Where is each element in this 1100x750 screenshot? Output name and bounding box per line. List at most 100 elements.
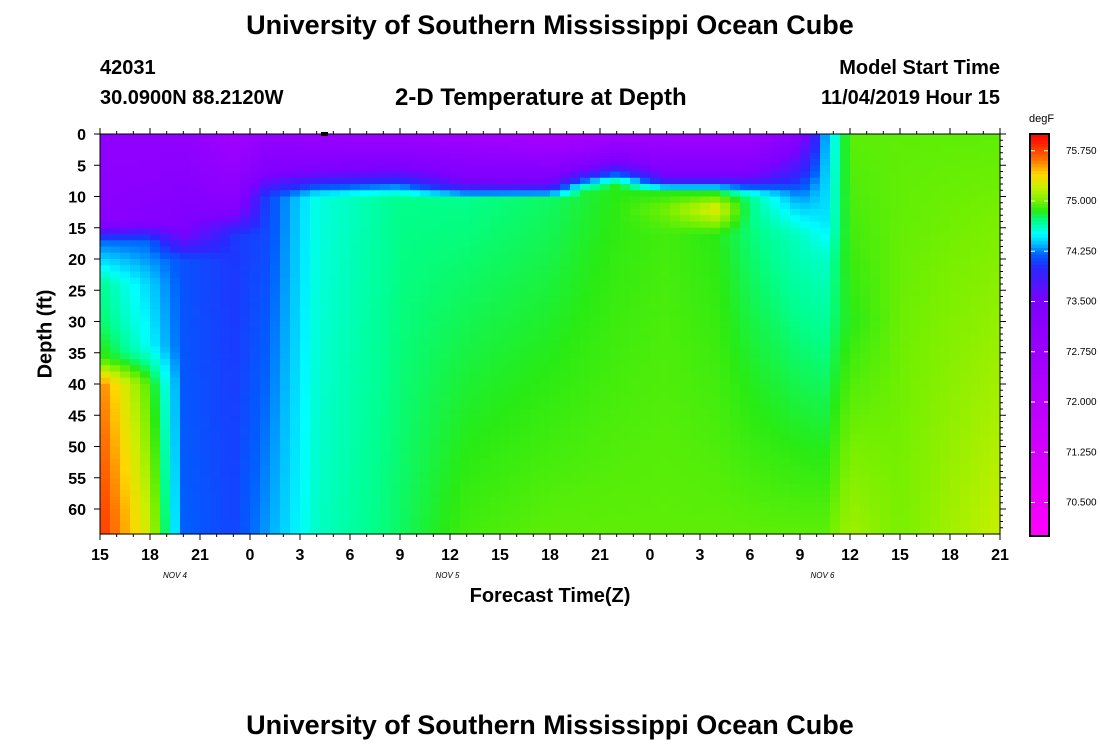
heatmap-cell [480,321,491,329]
heatmap-cell [450,346,461,354]
heatmap-cell [300,315,311,323]
heatmap-cell [700,521,711,529]
heatmap-cell [200,209,211,216]
heatmap-cell [150,234,161,241]
heatmap-cell [280,196,291,204]
heatmap-cell [200,196,211,204]
heatmap-cell [400,202,411,210]
heatmap-cell [400,321,411,329]
heatmap-cell [800,346,811,354]
heatmap-cell [160,471,171,479]
heatmap-cell [660,490,671,498]
heatmap-cell [670,209,681,216]
heatmap-cell [530,215,541,223]
heatmap-cell [470,527,481,535]
heatmap-cell [870,402,881,410]
heatmap-cell [150,384,161,391]
heatmap-cell [810,459,821,466]
heatmap-cell [300,396,311,404]
heatmap-cell [220,477,231,485]
heatmap-cell [850,446,861,454]
heatmap-cell [850,234,861,241]
heatmap-cell [320,359,331,366]
heatmap-cell [590,134,601,141]
heatmap-cell [680,159,691,166]
heatmap-cell [220,209,231,216]
heatmap-cell [860,496,871,504]
heatmap-cell [720,240,731,248]
heatmap-cell [620,421,631,429]
heatmap-cell [720,246,731,254]
heatmap-cell [270,140,281,148]
heatmap-cell [750,252,761,260]
heatmap-cell [250,265,261,273]
heatmap-cell [680,459,691,466]
heatmap-cell [200,384,211,391]
heatmap-cell [230,459,241,466]
heatmap-cell [210,502,221,510]
heatmap-cell [250,459,261,466]
heatmap-cell [450,165,461,173]
heatmap-cell [100,202,111,210]
heatmap-cell [840,490,851,498]
heatmap-cell [390,209,401,216]
heatmap-cell [430,290,441,298]
heatmap-cell [830,440,841,448]
heatmap-cell [530,452,541,460]
heatmap-cell [210,459,221,466]
heatmap-cell [330,259,341,266]
heatmap-cell [850,246,861,254]
heatmap-cell [500,202,511,210]
heatmap-cell [490,302,501,310]
heatmap-cell [500,390,511,398]
heatmap-cell [140,221,151,229]
heatmap-cell [860,434,871,441]
heatmap-cell [800,202,811,210]
heatmap-cell [800,434,811,441]
heatmap-cell [710,415,721,423]
heatmap-cell [580,227,591,235]
heatmap-cell [130,321,141,329]
heatmap-cell [650,346,661,354]
heatmap-cell [300,296,311,304]
heatmap-cell [830,527,841,535]
heatmap-cell [180,496,191,504]
heatmap-cell [340,502,351,510]
heatmap-cell [210,290,221,298]
heatmap-cell [630,402,641,410]
heatmap-cell [340,509,351,516]
heatmap-cell [370,346,381,354]
heatmap-cell [300,196,311,204]
heatmap-cell [760,277,771,285]
heatmap-cell [860,421,871,429]
heatmap-cell [680,402,691,410]
heatmap-cell [100,140,111,148]
heatmap-cell [410,515,421,523]
heatmap-cell [200,277,211,285]
heatmap-cell [630,434,641,441]
heatmap-cell [810,302,821,310]
heatmap-cell [230,184,241,191]
heatmap-cell [460,290,471,298]
heatmap-cell [840,402,851,410]
heatmap-cell [470,484,481,491]
heatmap-cell [370,296,381,304]
heatmap-cell [870,134,881,141]
heatmap-cell [290,359,301,366]
heatmap-cell [670,502,681,510]
heatmap-cell [570,177,581,185]
heatmap-cell [720,159,731,166]
heatmap-cell [590,202,601,210]
heatmap-cell [130,521,141,529]
heatmap-cell [500,152,511,160]
heatmap-cell [800,521,811,529]
heatmap-cell [430,252,441,260]
heatmap-cell [100,440,111,448]
heatmap-cell [710,365,721,373]
heatmap-cell [400,290,411,298]
heatmap-cell [440,284,451,291]
heatmap-cell [670,177,681,185]
heatmap-cell [210,221,221,229]
heatmap-cell [590,421,601,429]
heatmap-cell [380,259,391,266]
